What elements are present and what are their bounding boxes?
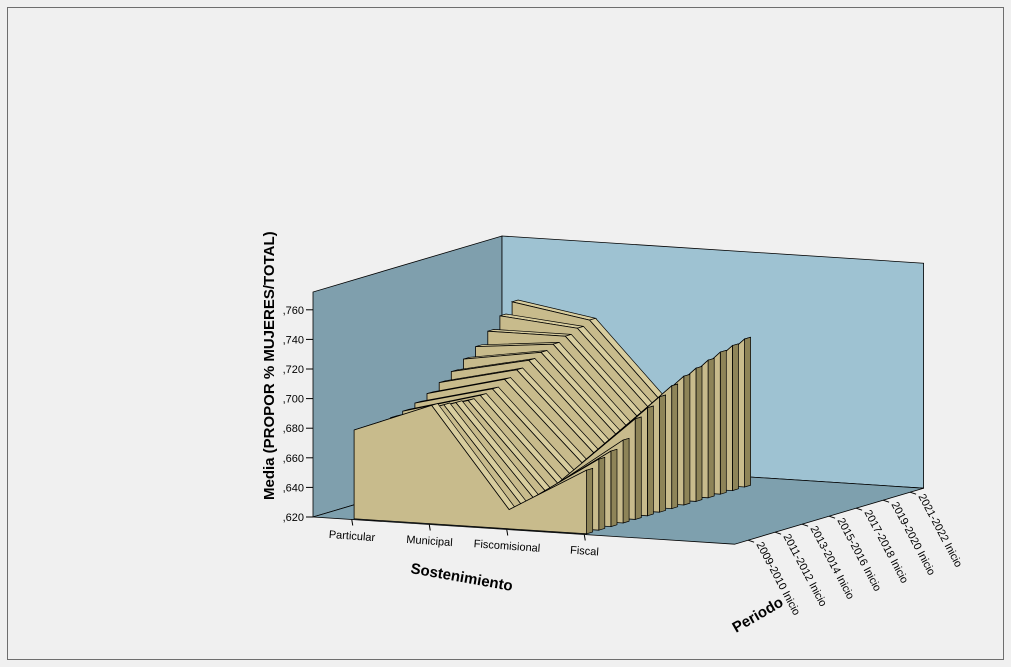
chart-canvas: ,620 ,640 ,660 ,680 ,700 ,720 ,740 ,760 Particu… [261, 231, 964, 637]
ribbon-end [695, 365, 703, 502]
y-tick-label: ,740 [283, 334, 304, 346]
ribbon-end [671, 383, 679, 510]
depth-tick-mark [909, 491, 917, 495]
depth-tick-mark [774, 531, 782, 535]
depth-tick-mark [828, 515, 836, 519]
y-tick-label: ,660 [283, 453, 304, 465]
ribbon-end [622, 437, 630, 524]
ribbon-end [598, 456, 606, 531]
y-tick-label: ,640 [283, 482, 304, 494]
depth-tick-mark [882, 499, 890, 503]
ribbon-end [707, 357, 715, 499]
x-tick-mark [351, 519, 354, 526]
x-axis: Particular Municipal Fiscomisional Fiscal [328, 519, 600, 559]
y-tick-label: ,760 [283, 305, 304, 317]
ribbon-face [353, 404, 587, 535]
x-tick-label: Fiscomisional [473, 538, 540, 555]
series-ribbon [353, 403, 594, 535]
ribbon-end [732, 343, 739, 492]
x-tick-label: Municipal [406, 534, 453, 549]
ribbon-end [610, 448, 618, 528]
ribbon-end [683, 373, 691, 506]
y-axis: ,620 ,640 ,660 ,680 ,700 ,720 ,740 ,760 [283, 305, 313, 524]
depth-axis-label: Periodo [730, 594, 787, 637]
depth-tick-mark [855, 507, 863, 511]
ribbon-end [719, 349, 727, 495]
ribbon-end [744, 336, 751, 488]
y-tick-label: ,720 [283, 364, 304, 376]
y-tick-label: ,700 [283, 394, 304, 406]
x-tick-label: Particular [328, 529, 376, 544]
x-tick-mark [428, 524, 431, 531]
chart-ribbons [353, 299, 751, 535]
ribbon-end [634, 416, 642, 520]
chart-frame: ,620 ,640 ,660 ,680 ,700 ,720 ,740 ,760 Particu… [7, 7, 1004, 660]
x-tick-label: Fiscal [570, 545, 600, 559]
ribbon-end [586, 467, 594, 535]
depth-tick-mark [747, 539, 755, 543]
y-tick-label: ,680 [283, 423, 304, 435]
y-axis-label: Media (PROPOR % MUJERES/TOTAL) [261, 231, 278, 500]
ribbon-end [647, 405, 654, 517]
x-tick-mark [506, 529, 509, 536]
x-axis-label: Sostenimiento [409, 560, 514, 595]
ribbon-end [659, 394, 666, 513]
x-tick-mark [583, 534, 586, 541]
depth-tick-mark [801, 523, 809, 527]
y-tick-label: ,620 [283, 512, 304, 524]
